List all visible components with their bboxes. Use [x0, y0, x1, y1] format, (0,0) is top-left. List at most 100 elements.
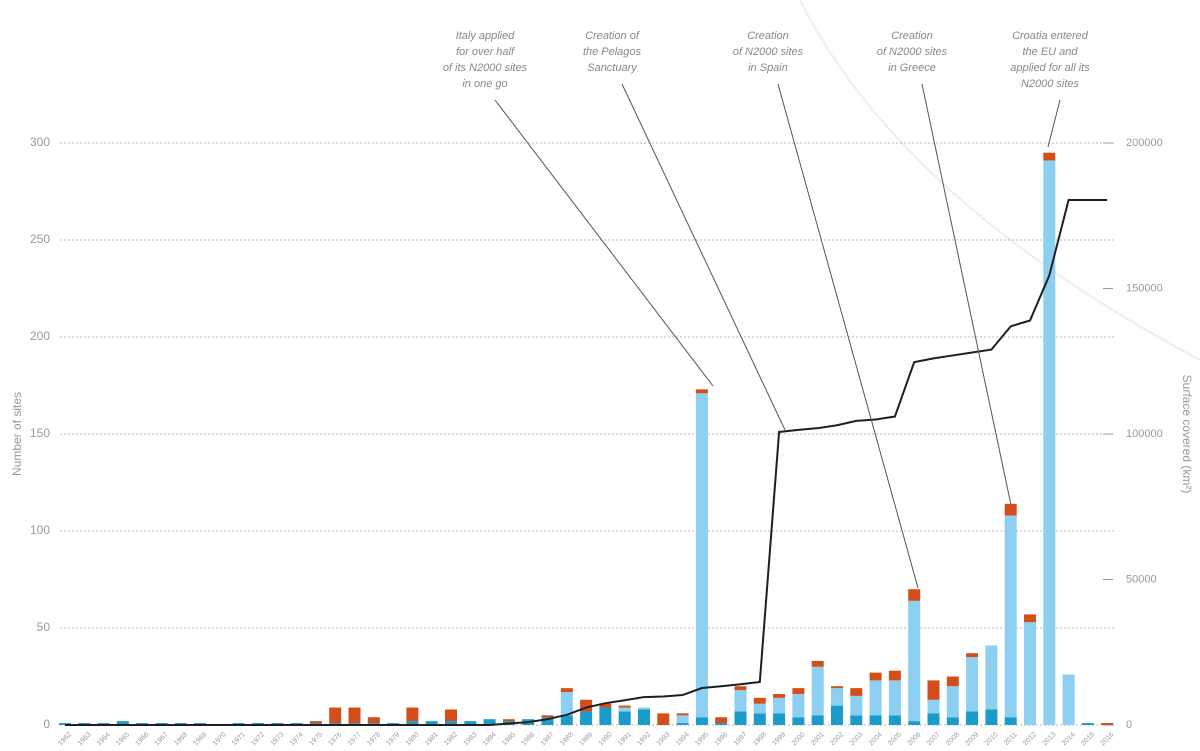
bar-segment [1024, 614, 1036, 623]
bar-segment [502, 719, 515, 722]
bar-segment [599, 707, 612, 725]
bar-segment [869, 672, 882, 681]
bar-segment [541, 715, 554, 718]
annotation-text: Croatia entered [1012, 30, 1089, 42]
bar-segment [483, 719, 496, 725]
annotation-text: the Pelagos [583, 46, 642, 58]
y-tick-label: 50 [37, 620, 51, 634]
bar-segment [1004, 717, 1017, 725]
y-tick-label: 300 [30, 135, 50, 149]
bar-segment [927, 699, 940, 714]
annotation-text: Creation of [585, 30, 640, 42]
bar-segment [541, 717, 554, 725]
y-tick-label: 200 [30, 329, 50, 343]
annotation-text: for over half [456, 46, 515, 58]
bar-segment [908, 600, 921, 722]
x-tick-label: 1968 [173, 731, 189, 747]
annotation-text: in Spain [748, 62, 788, 74]
bar-segment [773, 697, 786, 714]
bar-segment [676, 715, 689, 724]
annotation-text: of N2000 sites [877, 46, 948, 58]
bar-segment [753, 713, 766, 725]
x-tick-label: 2002 [829, 731, 845, 747]
x-tick-label: 2009 [964, 731, 980, 747]
x-tick-label: 1969 [192, 731, 208, 747]
bar-segment [811, 715, 824, 725]
bar-segment [406, 707, 419, 722]
x-tick-label: 1984 [482, 731, 498, 747]
bar-segment [638, 709, 650, 725]
bar-segment [445, 721, 457, 725]
annotation-text: of its N2000 sites [443, 62, 528, 74]
bar-segment [773, 693, 786, 698]
bar-segment [1101, 723, 1114, 725]
bar-segment [850, 695, 863, 716]
bar-segment [888, 680, 901, 716]
bar-segment [869, 680, 882, 716]
bar-segment [966, 711, 979, 725]
bar-segment [676, 723, 689, 725]
x-tick-label: 2016 [1099, 731, 1115, 747]
bar-segment [985, 645, 998, 710]
annotation-text: in Greece [888, 62, 936, 74]
x-tick-label: 1964 [96, 731, 112, 747]
bar-segment [367, 717, 380, 724]
x-tick-label: 1997 [733, 731, 749, 747]
bar-segment [464, 721, 477, 725]
y2-axis-label: Surface covered (km²) [1180, 375, 1194, 494]
x-tick-label: 1990 [598, 731, 614, 747]
x-tick-label: 1962 [57, 731, 73, 747]
bar-segment [946, 686, 959, 718]
x-tick-label: 1981 [424, 731, 440, 747]
bar-segment [792, 693, 805, 718]
bar-segment [908, 589, 921, 601]
bar-segment [560, 692, 573, 716]
annotation-text: Creation [747, 30, 789, 42]
x-tick-label: 1988 [559, 731, 575, 747]
bar-segment [966, 653, 979, 658]
x-tick-label: 2003 [849, 731, 865, 747]
bar-segment [734, 686, 747, 691]
x-tick-label: 1982 [443, 731, 459, 747]
decor-arc [799, 0, 1200, 361]
bar-segment [329, 707, 342, 724]
bar-segment [831, 686, 843, 689]
bar-segment [695, 393, 708, 718]
annotation-text: the EU and [1022, 46, 1078, 58]
bar-segment [966, 657, 979, 712]
bar-segment [676, 713, 689, 716]
bar-segment [985, 709, 998, 725]
bar-segment [657, 713, 670, 725]
x-tick-label: 1983 [463, 731, 479, 747]
bar-segment [560, 715, 573, 725]
bar-segment [888, 715, 901, 725]
x-tick-label: 1977 [347, 731, 363, 747]
bar-segment [792, 688, 805, 694]
x-tick-label: 1975 [308, 731, 324, 747]
bar-segment [1004, 503, 1017, 516]
annotation-text: applied for all its [1010, 62, 1090, 74]
annotation-text: Sanctuary [587, 62, 638, 74]
bar-segment [773, 713, 786, 725]
annotation-text: Italy applied [456, 30, 516, 42]
x-tick-label: 2006 [906, 731, 922, 747]
x-tick-label: 1980 [405, 731, 421, 747]
bar-segment [927, 713, 940, 725]
x-tick-label: 1985 [501, 731, 517, 747]
bar-segment [715, 723, 728, 725]
y-tick-label: 150 [30, 426, 50, 440]
x-tick-label: 2008 [945, 731, 961, 747]
x-tick-label: 1970 [212, 731, 228, 747]
x-tick-label: 1986 [520, 731, 536, 747]
x-tick-label: 2007 [926, 731, 942, 747]
bar-segment [927, 680, 940, 700]
x-tick-label: 1974 [289, 731, 305, 747]
bar-segment [811, 666, 824, 716]
annotation-text: of N2000 sites [733, 46, 804, 58]
bar-segment [1024, 622, 1036, 725]
x-tick-label: 2015 [1080, 731, 1096, 747]
annotation-leader [494, 99, 714, 387]
x-tick-label: 2010 [984, 731, 1000, 747]
bar-segment [695, 389, 708, 394]
